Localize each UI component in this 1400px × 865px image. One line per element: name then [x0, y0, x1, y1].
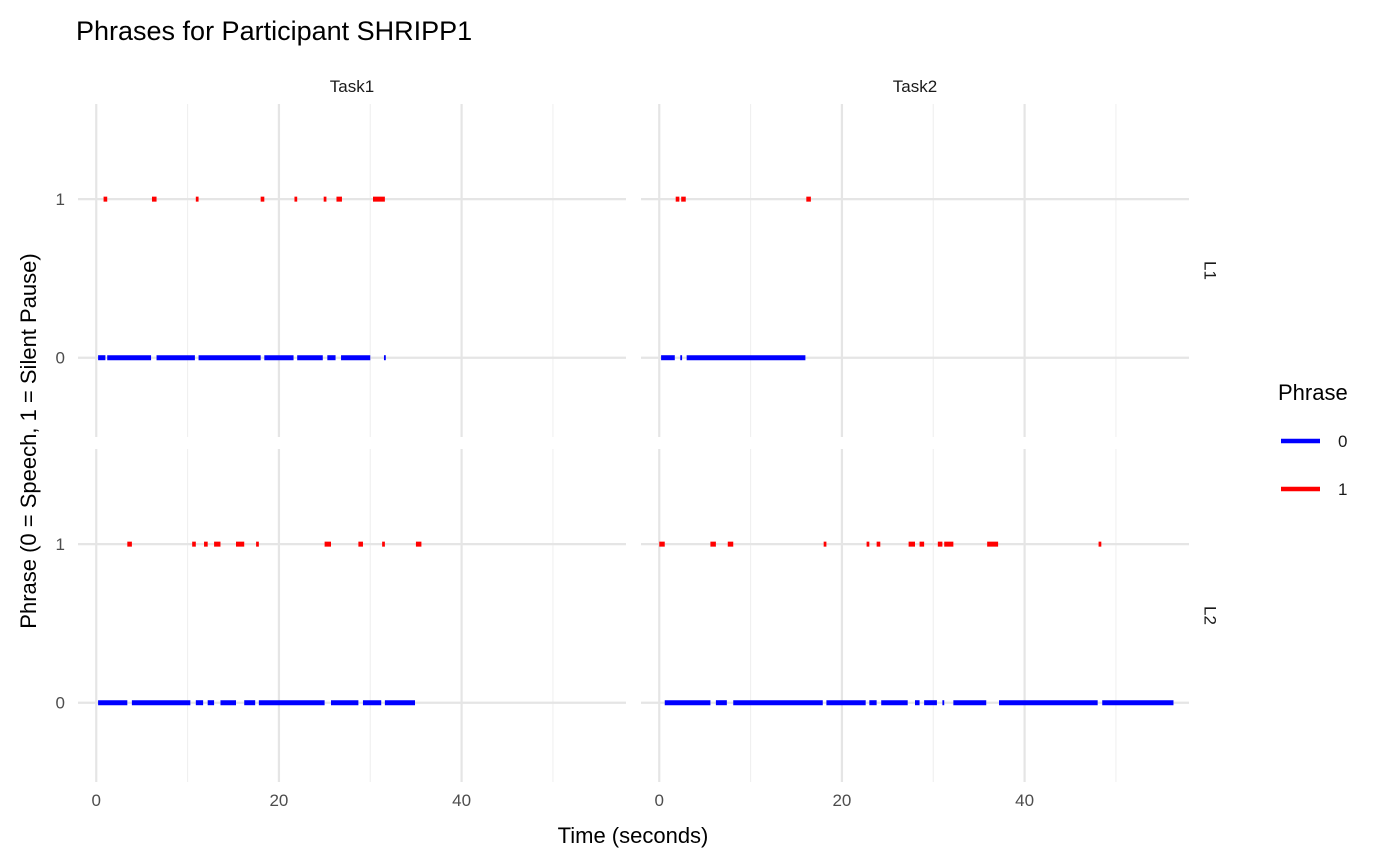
x-axis-title: Time (seconds)	[558, 823, 709, 848]
legend-label-speech: 0	[1338, 432, 1347, 451]
x-tick-label: 20	[269, 791, 288, 810]
x-tick-label: 20	[832, 791, 851, 810]
x-tick-label: 40	[1015, 791, 1034, 810]
y-tick-label: 1	[56, 535, 65, 554]
x-tick-label: 0	[92, 791, 101, 810]
chart-title: Phrases for Participant SHRIPP1	[76, 16, 472, 46]
y-tick-label: 0	[56, 694, 65, 713]
legend-label-silent-pause: 1	[1338, 480, 1347, 499]
legend-title: Phrase	[1278, 380, 1348, 405]
facet-column-label: Task2	[893, 77, 937, 96]
y-tick-label: 0	[56, 349, 65, 368]
legend: Phrase 0 1	[1278, 380, 1348, 499]
facet-row-label: L2	[1201, 606, 1220, 625]
y-tick-label: 1	[56, 190, 65, 209]
series-layer	[98, 196, 1174, 706]
facet-strip-labels: Task1 Task2 L1 L2	[330, 77, 1220, 625]
facet-column-label: Task1	[330, 77, 374, 96]
x-tick-label: 40	[452, 791, 471, 810]
x-tick-label: 0	[655, 791, 664, 810]
facet-row-label: L1	[1201, 261, 1220, 280]
y-axis-title: Phrase (0 = Speech, 1 = Silent Pause)	[16, 253, 41, 628]
grid-layer	[78, 104, 1189, 782]
